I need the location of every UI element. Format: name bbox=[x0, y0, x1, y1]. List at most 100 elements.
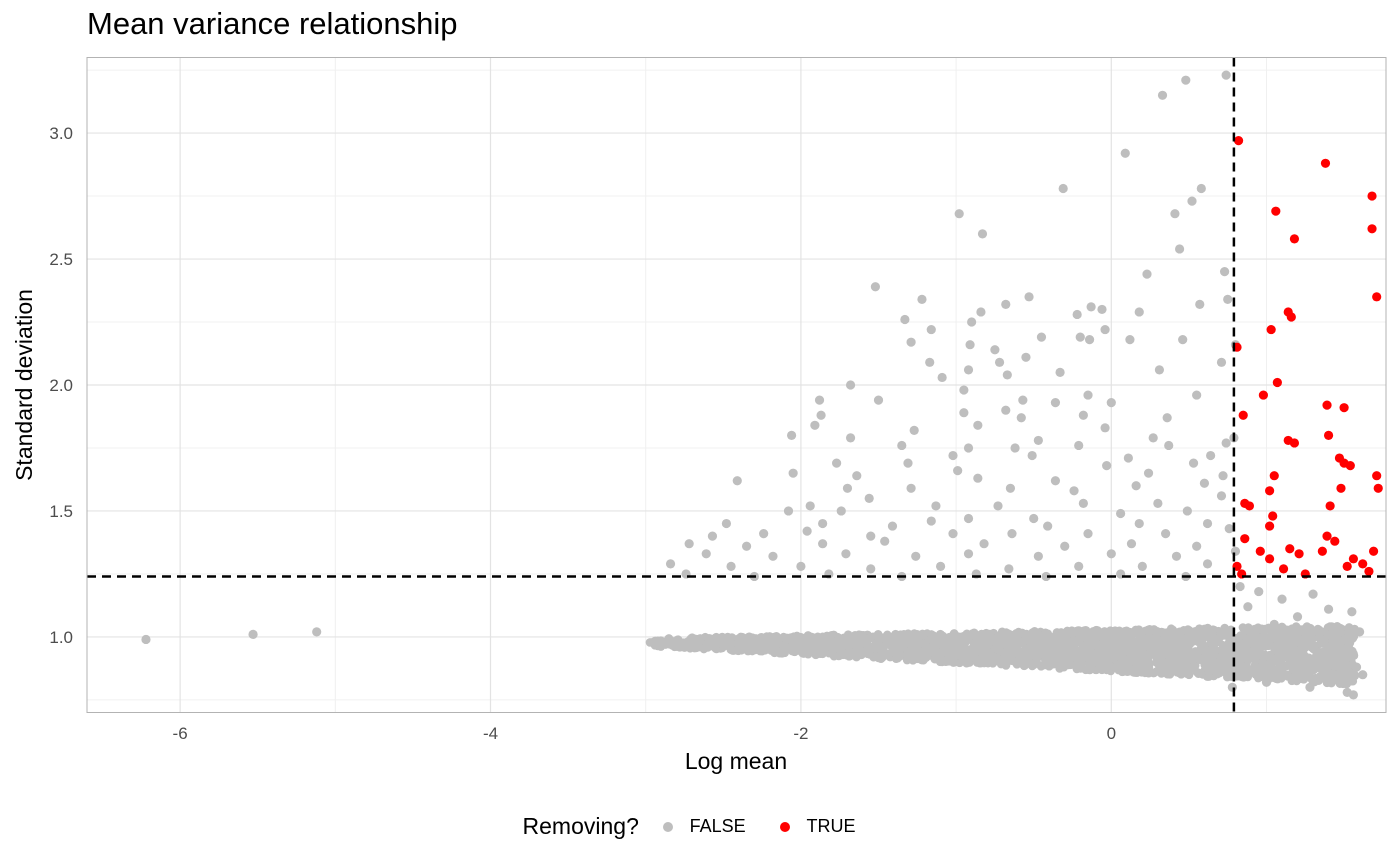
data-point-false bbox=[990, 345, 1000, 355]
data-point-false bbox=[1227, 682, 1237, 692]
data-point-false bbox=[1022, 629, 1031, 639]
data-point-false bbox=[1172, 663, 1181, 673]
data-point-true bbox=[1233, 136, 1244, 146]
data-point-false bbox=[948, 450, 958, 461]
data-point-false bbox=[1099, 635, 1109, 645]
data-point-false bbox=[1089, 628, 1099, 638]
legend-label-true: TRUE bbox=[806, 816, 856, 837]
tick-labels: -6 -4 -2 0 1.0 1.5 2.0 2.5 3.0 bbox=[49, 124, 1116, 743]
data-point-false bbox=[976, 307, 986, 317]
data-point-false bbox=[1106, 398, 1116, 408]
data-point-false bbox=[873, 395, 884, 405]
x-axis-title: Log mean bbox=[685, 748, 787, 774]
data-point-false bbox=[1182, 506, 1192, 516]
data-point-false bbox=[1195, 625, 1204, 634]
data-point-false bbox=[970, 642, 979, 652]
data-point-false bbox=[998, 639, 1007, 648]
data-point-false bbox=[969, 629, 978, 638]
data-point-false bbox=[1043, 521, 1053, 531]
data-point-false bbox=[774, 634, 784, 644]
data-point-false bbox=[1086, 302, 1096, 312]
data-point-false bbox=[930, 640, 939, 649]
data-point-false bbox=[1181, 75, 1191, 85]
data-point-false bbox=[664, 634, 674, 643]
data-point-false bbox=[1079, 650, 1088, 660]
data-point-true bbox=[1320, 158, 1331, 168]
data-point-false bbox=[1206, 450, 1216, 461]
data-point-false bbox=[1100, 423, 1110, 433]
data-point-false bbox=[1164, 440, 1174, 451]
data-point-false bbox=[1069, 486, 1079, 496]
data-point-false bbox=[959, 636, 969, 645]
data-point-false bbox=[1176, 627, 1185, 637]
data-point-true bbox=[1358, 559, 1368, 569]
data-point-false bbox=[876, 653, 886, 663]
data-point-false bbox=[959, 385, 969, 395]
data-point-false bbox=[1313, 675, 1323, 684]
data-point-false bbox=[1170, 209, 1180, 219]
data-point-false bbox=[1316, 636, 1326, 645]
data-point-false bbox=[1224, 523, 1234, 534]
data-point-true bbox=[1289, 438, 1300, 448]
data-point-false bbox=[963, 365, 974, 375]
data-point-true bbox=[1268, 511, 1278, 521]
data-point-false bbox=[1208, 640, 1217, 649]
data-point-false bbox=[1027, 450, 1037, 461]
data-point-false bbox=[745, 632, 754, 642]
x-tick-label: 0 bbox=[1107, 724, 1116, 743]
data-point-false bbox=[1138, 660, 1148, 669]
data-point-false bbox=[1041, 571, 1051, 582]
data-point-false bbox=[1300, 637, 1310, 647]
data-point-false bbox=[939, 642, 948, 652]
data-point-false bbox=[707, 531, 718, 541]
data-point-false bbox=[826, 636, 836, 646]
data-point-false bbox=[1050, 476, 1061, 486]
data-point-false bbox=[1166, 629, 1176, 638]
data-point-false bbox=[1091, 653, 1101, 662]
data-point-true bbox=[1368, 546, 1379, 556]
data-point-false bbox=[1084, 335, 1095, 345]
data-point-false bbox=[1254, 649, 1264, 660]
data-point-false bbox=[1058, 183, 1068, 194]
data-point-false bbox=[1192, 541, 1202, 551]
data-point-false bbox=[1106, 549, 1116, 559]
data-point-false bbox=[248, 629, 258, 640]
data-point-false bbox=[852, 471, 862, 481]
data-point-false bbox=[1185, 634, 1194, 643]
data-point-false bbox=[1060, 650, 1069, 660]
data-point-false bbox=[682, 640, 691, 649]
data-point-true bbox=[1294, 549, 1304, 559]
data-point-false bbox=[1250, 661, 1260, 670]
data-point-true bbox=[1265, 521, 1275, 531]
data-point-false bbox=[1202, 559, 1213, 569]
data-point-false bbox=[1128, 645, 1138, 655]
data-point-true bbox=[1345, 461, 1355, 471]
data-point-false bbox=[972, 658, 982, 667]
data-point-false bbox=[1269, 619, 1279, 629]
data-point-false bbox=[1083, 630, 1092, 639]
data-point-false bbox=[1316, 657, 1326, 667]
data-point-false bbox=[1030, 658, 1040, 668]
data-point-false bbox=[1055, 367, 1065, 378]
data-point-false bbox=[1021, 352, 1031, 362]
legend-label-false: FALSE bbox=[689, 816, 746, 837]
data-point-false bbox=[898, 637, 908, 647]
data-point-false bbox=[1218, 651, 1227, 661]
data-point-false bbox=[758, 637, 768, 646]
data-point-false bbox=[1339, 652, 1349, 662]
data-point-true bbox=[1258, 390, 1268, 400]
data-point-false bbox=[1194, 636, 1204, 646]
data-point-false bbox=[1101, 663, 1111, 673]
data-point-false bbox=[1188, 458, 1199, 468]
data-point-false bbox=[900, 314, 910, 325]
data-point-false bbox=[1097, 304, 1107, 315]
data-point-false bbox=[1145, 649, 1154, 658]
data-point-true bbox=[1367, 224, 1377, 234]
data-point-false bbox=[1344, 628, 1353, 637]
data-point-false bbox=[798, 648, 807, 658]
data-point-false bbox=[1331, 656, 1341, 666]
data-point-false bbox=[1162, 413, 1172, 423]
data-point-false bbox=[981, 636, 991, 646]
data-point-false bbox=[757, 646, 767, 656]
